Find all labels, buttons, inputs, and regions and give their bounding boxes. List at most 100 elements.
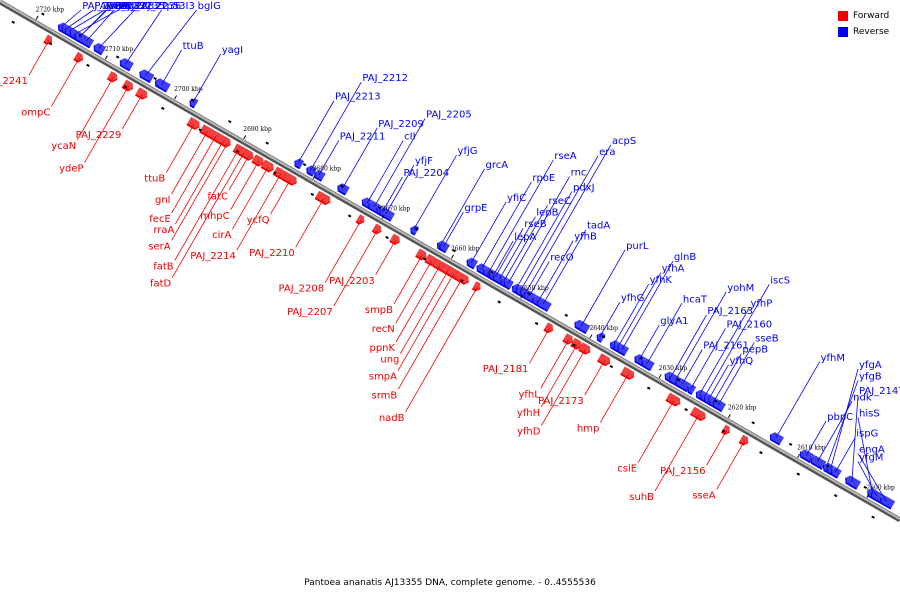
gene-label[interactable]: PAJ_2237 (106, 1, 152, 12)
gene-arrow[interactable] (536, 298, 552, 312)
gene-arrow[interactable] (74, 32, 87, 44)
gene-label[interactable]: PAJ_2239 (82, 1, 128, 12)
gene-label[interactable]: cII (404, 132, 415, 143)
gene-label[interactable]: yfhK (650, 275, 673, 286)
gene-label[interactable]: PAJ_2235 (119, 1, 165, 12)
gene-label[interactable]: yfjF (415, 156, 433, 167)
gene-arrow[interactable] (620, 366, 635, 380)
gene-label[interactable]: PAJ_2204 (403, 168, 449, 179)
gene-label[interactable]: yfhA (662, 264, 685, 275)
gene-label[interactable]: rseC (549, 196, 571, 207)
gene-label[interactable]: ndk (853, 392, 872, 403)
gene-label[interactable]: mhpC (200, 211, 229, 222)
gene-arrow[interactable] (570, 337, 582, 350)
gene-arrow[interactable] (810, 455, 827, 470)
gene-label[interactable]: rseA (554, 151, 576, 162)
gene-arrow[interactable] (119, 58, 134, 72)
gene-label[interactable]: fatC (207, 191, 228, 202)
gene-arrow[interactable] (596, 353, 611, 367)
gene-label[interactable]: srmB (372, 390, 398, 401)
gene-label[interactable]: recO (550, 253, 574, 264)
gene-label[interactable]: PAJ_2205 (426, 110, 472, 121)
gene-label[interactable]: PAJ_2236 (136, 1, 182, 12)
gene-label[interactable]: yohM (727, 283, 754, 294)
gene-label[interactable]: glnB (674, 252, 696, 263)
gene-label[interactable]: PAJ_2163 (707, 306, 753, 317)
gene-label[interactable]: cirA (212, 230, 231, 241)
gene-label[interactable]: PAJ_2147 (859, 386, 900, 397)
gene-label[interactable]: rpoE (532, 173, 555, 184)
gene-label[interactable]: yfhP (750, 299, 772, 310)
gene-label[interactable]: csiE (617, 464, 637, 475)
gene-label[interactable]: yfhM (821, 353, 845, 364)
gene-label[interactable]: rnc (571, 167, 587, 178)
gene-label[interactable]: PAJ_2213 (335, 92, 381, 103)
gene-arrow[interactable] (134, 87, 148, 100)
gene-label[interactable]: PAJ_2238 (94, 1, 140, 12)
gene-label[interactable]: rraA (153, 225, 174, 236)
gene-label[interactable]: PAJ_2212 (362, 73, 408, 84)
gene-label[interactable]: ycaK (107, 1, 132, 12)
gene-label[interactable]: sseB (755, 334, 779, 345)
gene-label[interactable]: engA (859, 444, 885, 455)
gene-label[interactable]: purL (626, 241, 649, 252)
gene-label[interactable]: ydeP (59, 164, 83, 175)
gene-arrow[interactable] (439, 241, 450, 254)
gene-label[interactable]: yfiC (507, 193, 526, 204)
gene-label[interactable]: PAJ_2211 (340, 131, 386, 142)
gene-label[interactable]: yfhQ (730, 356, 754, 367)
gene-arrow[interactable] (306, 165, 317, 177)
gene-arrow[interactable] (154, 78, 171, 93)
gene-label[interactable]: ttuB (183, 41, 204, 52)
gene-arrow[interactable] (831, 467, 842, 479)
gene-label[interactable]: ppnK (369, 343, 395, 354)
gene-label[interactable]: hmp (577, 424, 599, 435)
gene-label[interactable]: yfgA (859, 360, 882, 371)
gene-label[interactable]: fatD (150, 279, 172, 290)
gene-arrow[interactable] (543, 322, 554, 334)
gene-arrow[interactable] (665, 392, 681, 407)
gene-label[interactable]: nadB (379, 413, 405, 424)
gene-arrow[interactable] (466, 257, 479, 270)
gene-arrow[interactable] (260, 159, 274, 173)
gene-arrow[interactable] (578, 342, 591, 355)
gene-label[interactable]: era (599, 147, 615, 158)
gene-arrow[interactable] (880, 495, 896, 510)
gene-label[interactable]: ycfQ (247, 215, 270, 226)
gene-label[interactable]: PAJ_2160 (726, 319, 772, 330)
gene-arrow[interactable] (712, 399, 727, 413)
gene-arrow[interactable] (73, 51, 84, 63)
gene-label[interactable]: glyA1 (660, 316, 688, 327)
gene-label[interactable]: pepB (742, 345, 768, 356)
gene-label[interactable]: grpE (464, 203, 487, 214)
gene-arrow[interactable] (251, 154, 264, 167)
gene-label[interactable]: PAJ_2203 (329, 276, 375, 287)
gene-arrow[interactable] (186, 116, 200, 130)
gene-label[interactable]: yfjG (458, 146, 478, 157)
gene-arrow[interactable] (738, 434, 749, 446)
gene-arrow[interactable] (562, 333, 573, 345)
gene-label[interactable]: PAJ_2210 (249, 248, 295, 259)
gene-label[interactable]: yfhG (621, 293, 645, 304)
gene-arrow[interactable] (641, 358, 655, 372)
gene-label[interactable]: hisS (859, 409, 880, 420)
gene-label[interactable]: ung (380, 355, 399, 366)
gene-arrow[interactable] (769, 432, 784, 446)
gene-label[interactable]: ttuB (144, 174, 165, 185)
gene-arrow[interactable] (241, 148, 254, 161)
gene-label[interactable]: yfgB (859, 372, 882, 383)
gene-label[interactable]: acpS (612, 136, 636, 147)
gene-label[interactable]: tp53I3 (163, 1, 195, 12)
gene-label[interactable]: pbpC (827, 412, 853, 423)
gene-label[interactable]: recN (372, 324, 395, 335)
gene-label[interactable]: pdxJ (573, 183, 595, 194)
gene-arrow[interactable] (314, 190, 331, 206)
gene-arrow[interactable] (139, 69, 155, 84)
gene-label[interactable]: bglG (198, 1, 221, 12)
gene-arrow[interactable] (689, 406, 706, 422)
gene-label[interactable]: PAJ_2156 (660, 466, 706, 477)
gene-arrow[interactable] (471, 281, 481, 292)
gene-label[interactable]: ycaN (51, 141, 76, 152)
gene-label[interactable]: yfhD (517, 427, 541, 438)
gene-label[interactable]: gnl (155, 195, 170, 206)
